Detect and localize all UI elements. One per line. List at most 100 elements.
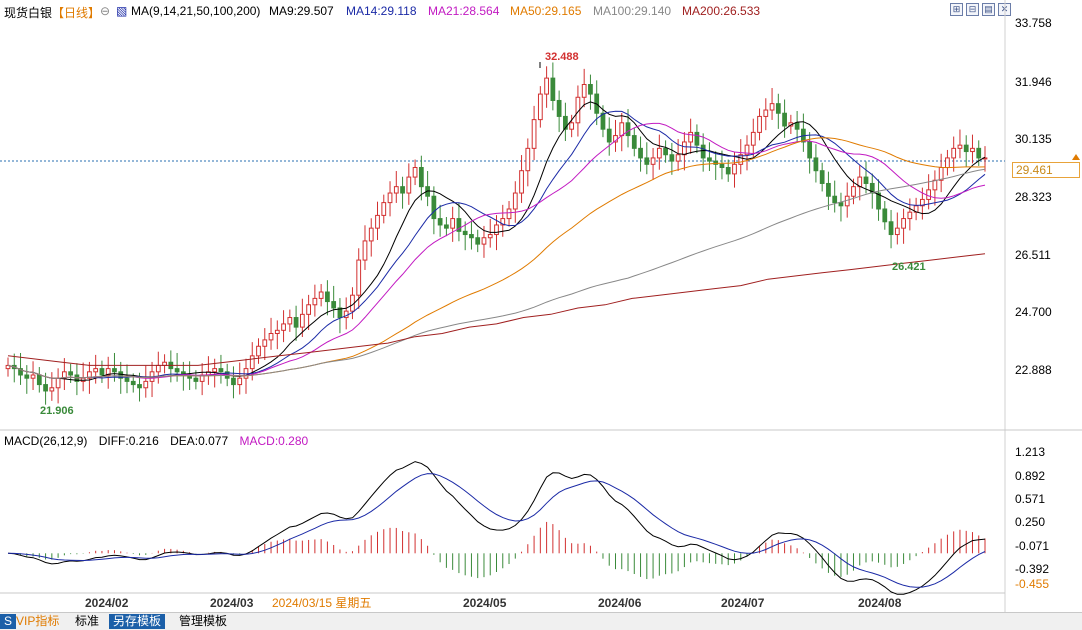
candle-body	[418, 167, 424, 188]
candle-body	[174, 368, 180, 373]
candle-body	[306, 304, 311, 315]
candle-body	[143, 380, 149, 389]
candle-body	[387, 192, 393, 204]
candle-body	[694, 131, 700, 146]
period-selector[interactable]: 【日线】	[52, 6, 101, 20]
price-chart[interactable]: 32.488 21.906 26.421 33.758 31.946 30.13…	[0, 0, 1082, 612]
candle-body	[281, 323, 286, 331]
candle-body	[782, 112, 787, 127]
candle-body	[337, 307, 343, 319]
macd-header: MACD(26,12,9) DIFF:0.216 DEA:0.077 MACD:…	[4, 434, 316, 448]
macd-diff-line	[7, 461, 986, 595]
macd-axis-label: 0.571	[1015, 492, 1045, 506]
candle-body	[600, 112, 606, 130]
ma-settings-icon[interactable]: ▧	[116, 4, 128, 18]
candle-body	[688, 131, 694, 143]
layout-icon[interactable]: ▤	[982, 3, 995, 16]
ma14-line	[7, 110, 986, 379]
expand-icon[interactable]: ⊞	[950, 3, 963, 16]
macd-title[interactable]: MACD(26,12,9)	[4, 434, 88, 448]
settings-icon[interactable]: ⊖	[100, 4, 111, 18]
price-marker-icon	[1072, 154, 1080, 160]
price-axis-label: 30.135	[1015, 132, 1052, 146]
candle-body	[155, 364, 161, 373]
macd-axis-label: 1.213	[1015, 445, 1045, 459]
candle-body	[262, 339, 268, 347]
candle-body	[406, 176, 412, 194]
candle-body	[43, 384, 48, 392]
macd-axis-label: -0.392	[1015, 562, 1049, 576]
candle-body	[274, 329, 280, 335]
macd-panel	[7, 461, 986, 595]
candle-body	[675, 154, 681, 162]
candle-body	[481, 237, 487, 245]
standard-tab[interactable]: 标准	[75, 614, 100, 628]
candle-body	[757, 115, 762, 133]
candle-body	[18, 368, 23, 376]
candle-body	[55, 377, 61, 389]
candle-body	[325, 291, 330, 303]
candle-body	[888, 221, 894, 236]
macd-axis-label: -0.455	[1015, 577, 1049, 591]
candle-body	[713, 160, 719, 165]
candle-body	[819, 170, 825, 184]
candle-body	[813, 157, 819, 172]
ma100-line	[7, 168, 986, 379]
manage-template-button[interactable]: 管理模板	[179, 614, 228, 628]
candle-body	[932, 179, 938, 191]
candle-body	[606, 128, 612, 143]
vip-indicator-tab[interactable]: VIP指标	[16, 614, 60, 628]
candle-body	[318, 291, 324, 299]
candle-body	[876, 192, 881, 210]
candle-body	[970, 147, 975, 153]
candle-body	[700, 144, 706, 159]
candle-body	[851, 186, 856, 197]
candle-body	[362, 240, 368, 261]
side-tab[interactable]: S	[0, 614, 17, 629]
current-price-box: 29.461	[1012, 162, 1080, 178]
ma50-line	[7, 137, 986, 379]
candle-body	[963, 144, 969, 153]
grid-icon[interactable]: ⊟	[966, 3, 979, 16]
date-label: 2024/08	[858, 596, 902, 610]
candle-body	[519, 170, 524, 194]
candle-body	[368, 227, 374, 242]
candle-body	[93, 368, 99, 373]
candle-body	[112, 368, 117, 373]
ma200-line	[7, 253, 986, 366]
candle-body	[444, 224, 449, 229]
save-template-button[interactable]: 另存模板	[109, 614, 166, 629]
candle-body	[682, 141, 687, 156]
candle-body	[957, 144, 963, 149]
candle-body	[506, 208, 512, 220]
candle-body	[894, 227, 900, 236]
candle-body	[30, 374, 36, 379]
price-axis-label: 22.888	[1015, 363, 1052, 377]
candle-body	[732, 163, 737, 175]
candle-body	[794, 122, 800, 130]
candle-body	[807, 141, 813, 159]
candle-body	[901, 218, 906, 229]
candle-body	[569, 122, 575, 130]
candle-body	[938, 167, 944, 181]
candle-body	[744, 144, 750, 156]
candle-body	[926, 189, 932, 200]
candle-body	[124, 377, 130, 382]
candle-body	[581, 84, 587, 98]
candle-body	[99, 368, 105, 376]
candle-body	[61, 371, 67, 379]
macd-diff: DIFF:0.216	[98, 434, 159, 448]
candle-body	[469, 234, 474, 239]
candle-body	[287, 317, 293, 325]
ma-params[interactable]: MA(9,14,21,50,100,200)	[131, 4, 261, 18]
candle-body	[619, 122, 625, 137]
candle-body	[638, 147, 643, 159]
candle-body	[512, 192, 518, 210]
macd-axis-label: 0.892	[1015, 469, 1045, 483]
ma100-value: MA100:29.140	[593, 4, 672, 18]
candle-body	[49, 387, 55, 392]
candle-body	[550, 77, 556, 101]
candle-body	[299, 313, 305, 328]
candle-body	[36, 374, 42, 386]
candle-body	[531, 119, 537, 149]
